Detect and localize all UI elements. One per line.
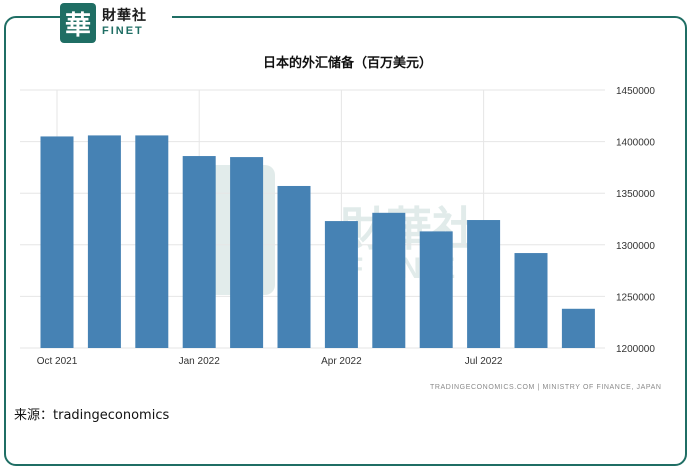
bar (419, 231, 453, 348)
y-tick-label: 1400000 (616, 138, 655, 149)
bar (40, 136, 74, 348)
logo-name-en: FINET (102, 25, 144, 37)
logo-name-cn: 財華社 (102, 8, 147, 24)
watermark-en: FINET (345, 252, 502, 285)
bar (182, 156, 216, 348)
y-tick-label: 1450000 (616, 86, 655, 97)
x-tick-label: Jul 2022 (465, 356, 503, 367)
bar (561, 308, 595, 348)
y-tick-label: 1250000 (616, 292, 655, 303)
bar (372, 212, 406, 348)
y-tick-label: 1350000 (616, 189, 655, 200)
y-tick-label: 1200000 (616, 344, 655, 355)
chart-title: 日本的外汇储备（百万美元） (262, 56, 432, 71)
bar (230, 157, 264, 348)
y-tick-label: 1300000 (616, 241, 655, 252)
x-tick-label: Jan 2022 (179, 356, 221, 367)
source-label: 来源：tradingeconomics (14, 408, 170, 423)
attribution: TRADINGECONOMICS.COM | MINISTRY OF FINAN… (430, 384, 662, 391)
x-tick-label: Apr 2022 (321, 356, 362, 367)
bars (40, 135, 595, 348)
x-tick-labels: Oct 2021 Jan 2022 Apr 2022 Jul 2022 (37, 356, 503, 367)
logo-text: 財華社 FINET (102, 9, 147, 37)
bar (277, 185, 311, 348)
bar (87, 135, 121, 348)
bar (324, 221, 358, 348)
bar (514, 253, 548, 348)
logo-mark: 華 (60, 3, 96, 43)
x-tick-label: Oct 2021 (37, 356, 78, 367)
logo-glyph: 華 (64, 10, 91, 41)
watermark-cn: 財華社 (340, 202, 478, 256)
bar (467, 220, 501, 348)
bar (135, 135, 169, 348)
y-tick-labels: 1200000 1250000 1300000 1350000 1400000 14500… (616, 86, 655, 355)
finet-logo: 華 財華社 FINET (60, 2, 172, 44)
